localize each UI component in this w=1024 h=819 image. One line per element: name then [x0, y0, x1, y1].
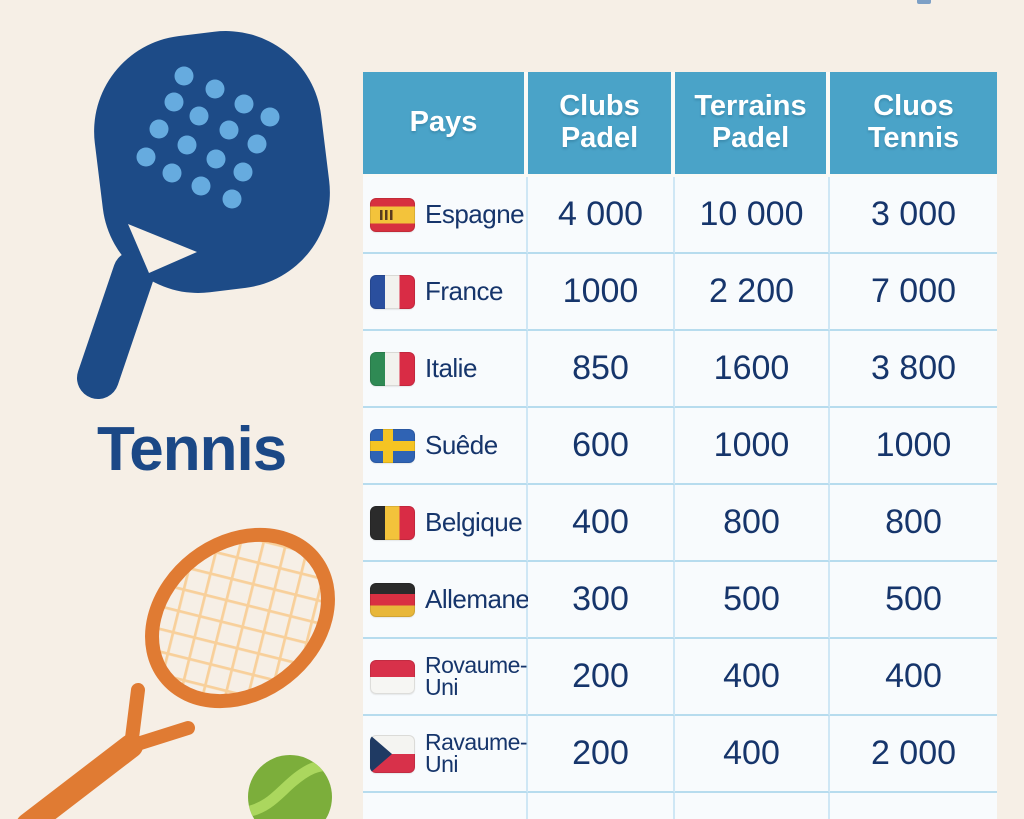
column-header-terrains-padel: Terrains Padel [675, 72, 830, 174]
allemagne-flag-icon [370, 582, 415, 617]
country-label: Espagne [425, 199, 525, 229]
terrains-padel-value: 10 000 [675, 177, 830, 254]
section-title: Tennis [97, 415, 287, 484]
clubs-padel-value: 1000 [528, 254, 675, 331]
suede-flag-icon [370, 428, 415, 463]
country-label: Ravaume-Uni [425, 728, 528, 777]
country-label: France [425, 276, 503, 306]
table-row-country: France [363, 254, 528, 331]
belgique-flag-icon [370, 505, 415, 540]
clubs-tennis-value: 3 800 [830, 331, 997, 408]
terrains-padel-value: 1000 [675, 408, 830, 485]
clubs-tennis-value-empty [830, 793, 997, 819]
terrains-padel-value: 800 [675, 485, 830, 562]
table-body: Espagne 4 000 10 000 3 000 France 1000 2… [363, 177, 997, 819]
clubs-padel-value-empty [528, 793, 675, 819]
espagne-flag-icon [370, 197, 415, 232]
clubs-tennis-value: 800 [830, 485, 997, 562]
column-header-pays: Pays [363, 72, 528, 174]
country-label: Italie [425, 353, 477, 383]
country-label: Rovaume-Uni [425, 651, 528, 700]
column-header-clubs-tennis: Cluos Tennis [830, 72, 997, 174]
table-row-country: Suêde [363, 408, 528, 485]
clubs-padel-value: 600 [528, 408, 675, 485]
clubs-tennis-value: 3 000 [830, 177, 997, 254]
terrains-padel-value: 2 200 [675, 254, 830, 331]
country-label: Suêde [425, 430, 498, 460]
padel-racket-icon [77, 31, 330, 399]
clubs-padel-value: 850 [528, 331, 675, 408]
cropped-top-icon [917, 0, 931, 4]
terrains-padel-value-empty [675, 793, 830, 819]
italie-flag-icon [370, 351, 415, 386]
france-flag-icon [370, 274, 415, 309]
clubs-padel-value: 200 [528, 716, 675, 793]
rouge-blanc-flag-icon [370, 659, 415, 694]
terrains-padel-value: 400 [675, 639, 830, 716]
clubs-padel-value: 4 000 [528, 177, 675, 254]
table-row-partial [363, 793, 528, 819]
table-row-country: Ravaume-Uni [363, 716, 528, 793]
clubs-padel-value: 400 [528, 485, 675, 562]
table-row-country: Belgique [363, 485, 528, 562]
table-row-country: Italie [363, 331, 528, 408]
terrains-padel-value: 500 [675, 562, 830, 639]
terrains-padel-value: 1600 [675, 331, 830, 408]
clubs-padel-value: 300 [528, 562, 675, 639]
clubs-tennis-value: 500 [830, 562, 997, 639]
table-row-country: Espagne [363, 177, 528, 254]
column-header-clubs-padel: Clubs Padel [528, 72, 675, 174]
terrains-padel-value: 400 [675, 716, 830, 793]
table-header-row: Pays Clubs Padel Terrains Padel Cluos Te… [363, 72, 997, 177]
tcheque-flag-icon [370, 734, 415, 773]
clubs-tennis-value: 2 000 [830, 716, 997, 793]
clubs-tennis-value: 1000 [830, 408, 997, 485]
table-row-country: Rovaume-Uni [363, 639, 528, 716]
country-label: Belgique [425, 507, 523, 537]
clubs-padel-value: 200 [528, 639, 675, 716]
clubs-tennis-value: 7 000 [830, 254, 997, 331]
clubs-tennis-value: 400 [830, 639, 997, 716]
tennis-racket-icon [17, 527, 335, 819]
tennis-ball-icon [248, 755, 332, 819]
country-label: Allemane [425, 584, 530, 614]
table-row-country: Allemane [363, 562, 530, 639]
country-stats-table: Pays Clubs Padel Terrains Padel Cluos Te… [363, 72, 997, 819]
